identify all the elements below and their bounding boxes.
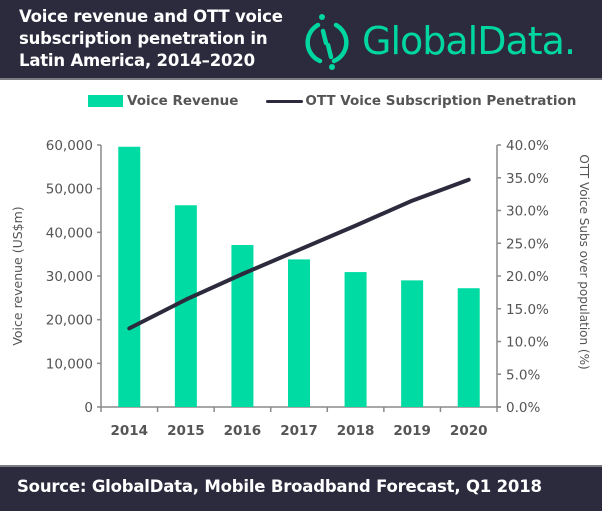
bar-voice-revenue-2014 — [118, 146, 141, 407]
source-note: Source: GlobalData, Mobile Broadband For… — [17, 477, 542, 496]
y-axis-left: 0 10,000 20,000 30,000 40,000 50,000 60,000 — [46, 138, 102, 416]
y-right-tick-label: 25.0% — [506, 236, 549, 252]
y-right-tick-label: 15.0% — [506, 302, 549, 318]
x-tick-label: 2019 — [393, 423, 431, 439]
y-left-tick-label: 50,000 — [46, 182, 93, 198]
x-tick-label: 2017 — [280, 423, 318, 439]
bar-voice-revenue-2015 — [174, 205, 197, 407]
legend-label-voice-revenue: Voice Revenue — [127, 93, 239, 109]
y-right-tick-label: 5.0% — [506, 367, 540, 383]
bar-voice-revenue-2018 — [344, 272, 367, 407]
line-series-ott-penetration — [127, 177, 471, 331]
y-left-tick-label: 10,000 — [46, 356, 93, 372]
legend-item-ott-penetration: OTT Voice Subscription Penetration — [266, 93, 576, 109]
y-right-tick-label: 10.0% — [506, 335, 549, 351]
chart-area: 0 10,000 20,000 30,000 40,000 50,000 60,000 0.… — [10, 138, 591, 439]
globaldata-logo-icon — [305, 14, 349, 70]
y-axis-right-label: OTT Voice Subs over population (%) — [577, 154, 591, 369]
legend-item-voice-revenue: Voice Revenue — [88, 93, 238, 109]
bar-voice-revenue-2016 — [231, 244, 254, 407]
y-right-tick-label: 40.0% — [506, 138, 549, 154]
y-right-tick-label: 0.0% — [506, 400, 540, 416]
y-left-tick-label: 60,000 — [46, 138, 93, 154]
x-tick-label: 2018 — [337, 423, 375, 439]
x-axis: 2014 2015 2016 2017 2018 2019 2020 — [100, 406, 501, 439]
y-left-tick-label: 40,000 — [46, 225, 93, 241]
bar-voice-revenue-2017 — [288, 259, 310, 407]
y-left-tick-label: 30,000 — [46, 269, 93, 285]
legend-swatch-bar — [88, 95, 123, 107]
y-axis-left-label: Voice revenue (US$m) — [10, 206, 25, 345]
y-right-tick-label: 20.0% — [506, 269, 549, 285]
bar-voice-revenue-2020 — [457, 288, 480, 407]
globaldata-logo: GlobalData. — [300, 8, 576, 74]
x-tick-label: 2016 — [224, 423, 262, 439]
x-tick-label: 2014 — [110, 423, 148, 439]
chart-title: Voice revenue and OTT voice subscription… — [19, 7, 283, 70]
footer-banner: Source: GlobalData, Mobile Broadband For… — [0, 465, 602, 511]
legend: Voice Revenue OTT Voice Subscription Pen… — [88, 93, 576, 109]
legend-label-ott-penetration: OTT Voice Subscription Penetration — [305, 93, 577, 109]
x-tick-label: 2020 — [450, 423, 488, 439]
legend-swatch-line — [266, 99, 304, 103]
y-left-tick-label: 0 — [84, 400, 93, 416]
y-right-tick-label: 30.0% — [506, 204, 549, 220]
header-banner: Voice revenue and OTT voice subscription… — [0, 0, 602, 80]
bar-series-voice-revenue — [118, 146, 480, 407]
bar-voice-revenue-2019 — [401, 280, 424, 407]
y-right-tick-label: 35.0% — [506, 171, 549, 187]
x-tick-label: 2015 — [167, 423, 205, 439]
y-axis-right: 0.0% 5.0% 10.0% 15.0% 20.0% 25.0% 30.0% 35.0% 40… — [496, 138, 549, 416]
logo-text: GlobalData. — [362, 19, 576, 63]
y-left-tick-label: 20,000 — [46, 313, 93, 329]
